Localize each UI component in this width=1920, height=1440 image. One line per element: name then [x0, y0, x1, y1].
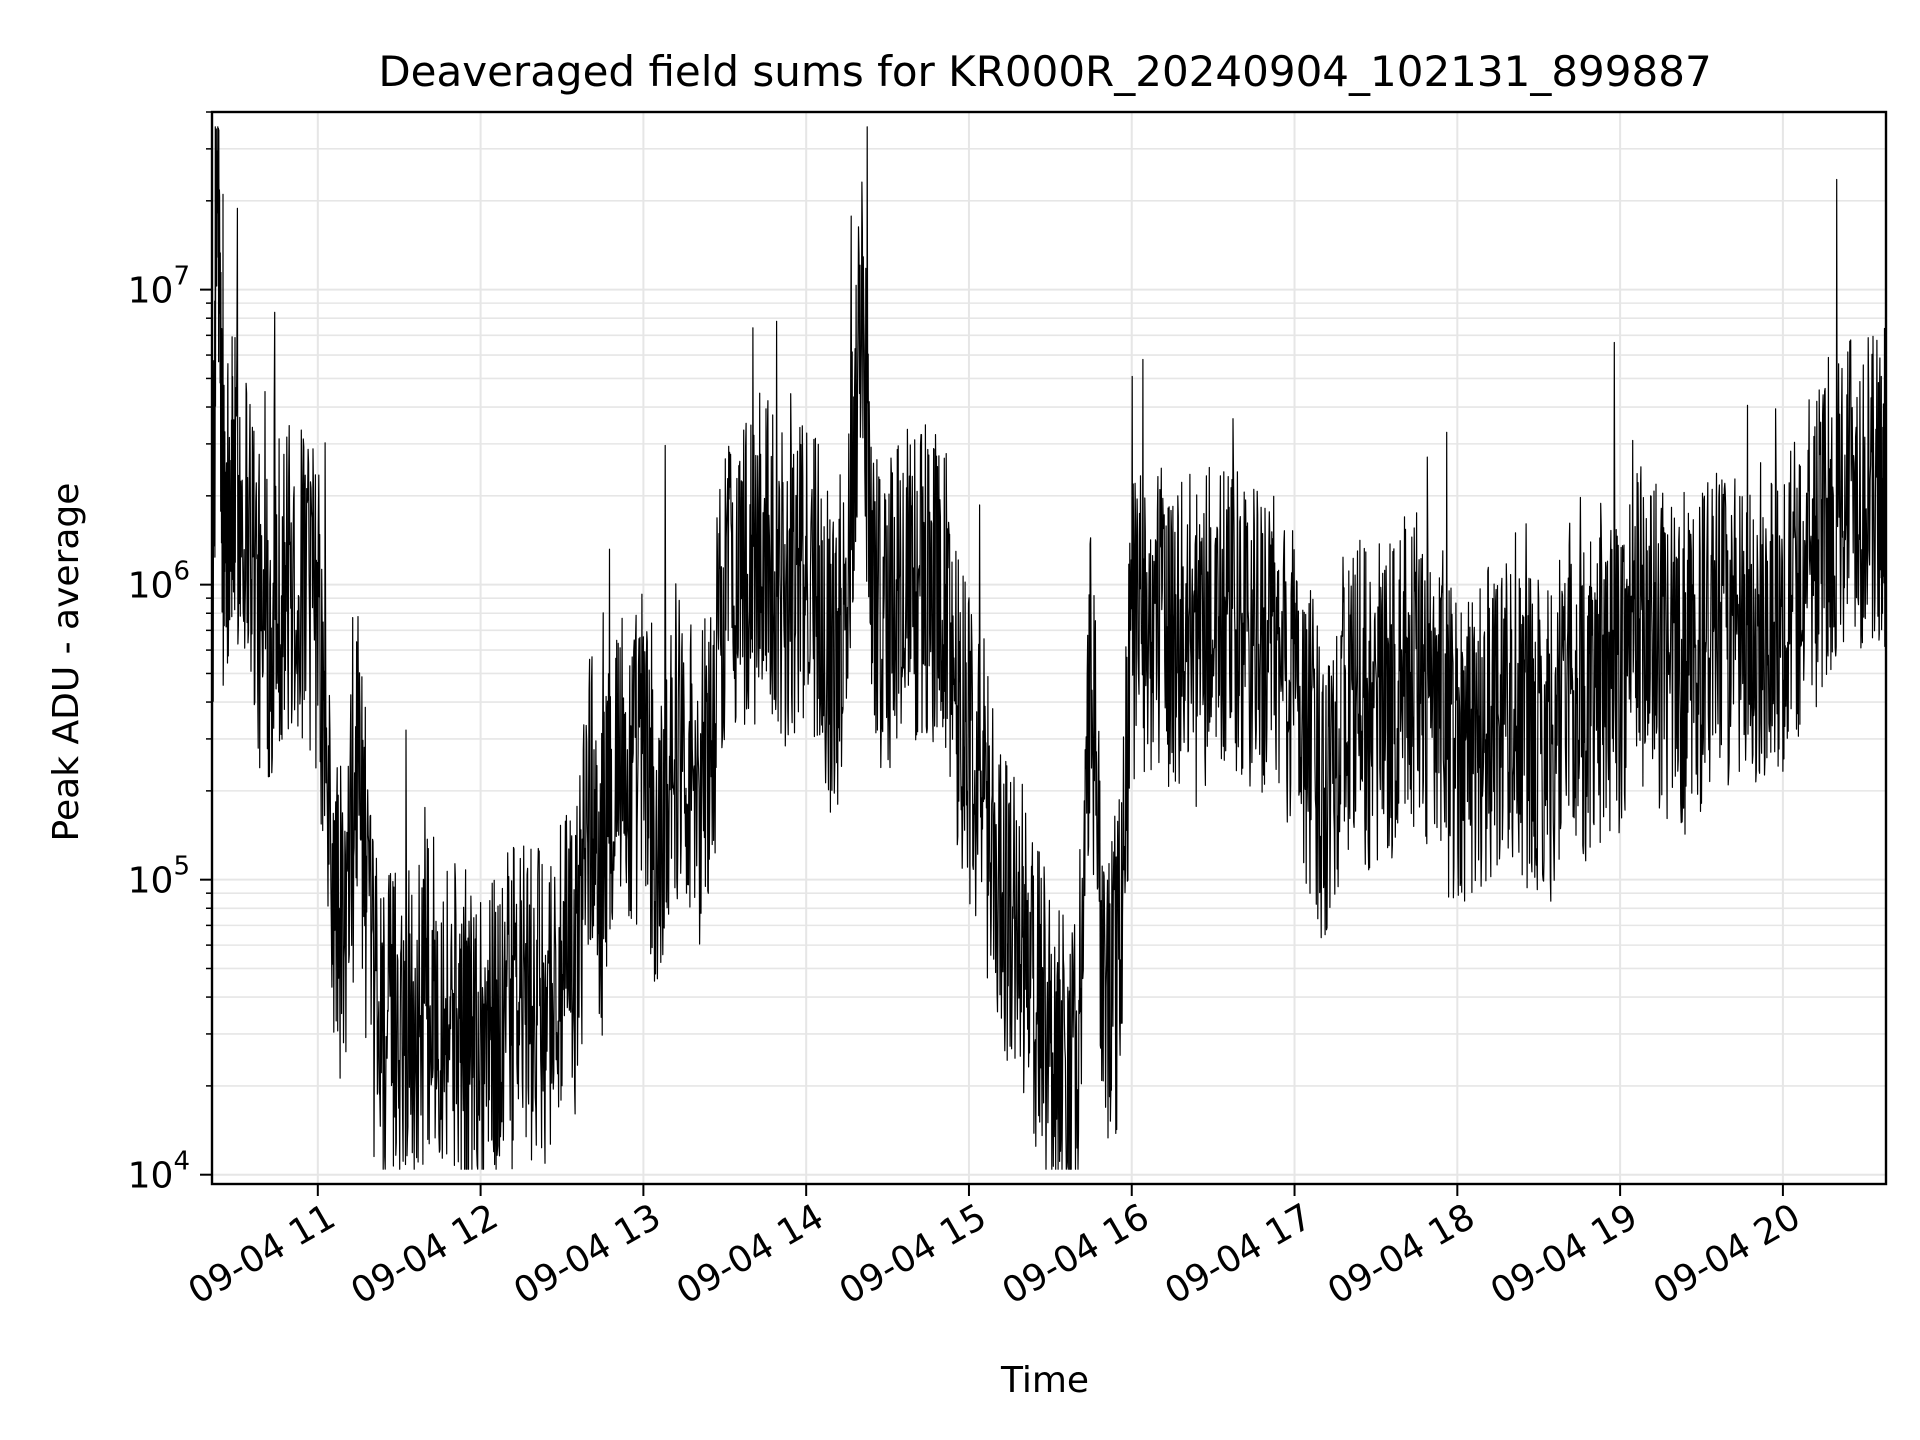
- y-tick-base: 10: [128, 861, 174, 902]
- y-tick-exponent: 6: [173, 557, 190, 587]
- series-path: [211, 126, 1887, 1170]
- y-tick-exponent: 4: [173, 1147, 190, 1177]
- y-tick-base: 10: [128, 271, 174, 312]
- y-tick-label: 105: [128, 852, 190, 902]
- plot-frame: [210, 110, 1888, 1186]
- y-tick-label: 104: [128, 1147, 190, 1197]
- chart-title: Deaveraged field sums for KR000R_2024090…: [378, 47, 1711, 96]
- y-tick-base: 10: [128, 1156, 174, 1197]
- y-tick-exponent: 7: [173, 262, 190, 292]
- series-line: [211, 126, 1887, 1170]
- y-tick-label: 107: [128, 262, 190, 312]
- y-tick-exponent: 5: [173, 852, 190, 882]
- x-axis-label: Time: [1000, 1360, 1089, 1401]
- y-tick-base: 10: [128, 566, 174, 607]
- y-axis-label: Peak ADU - average: [46, 483, 87, 842]
- y-tick-label: 106: [128, 557, 190, 607]
